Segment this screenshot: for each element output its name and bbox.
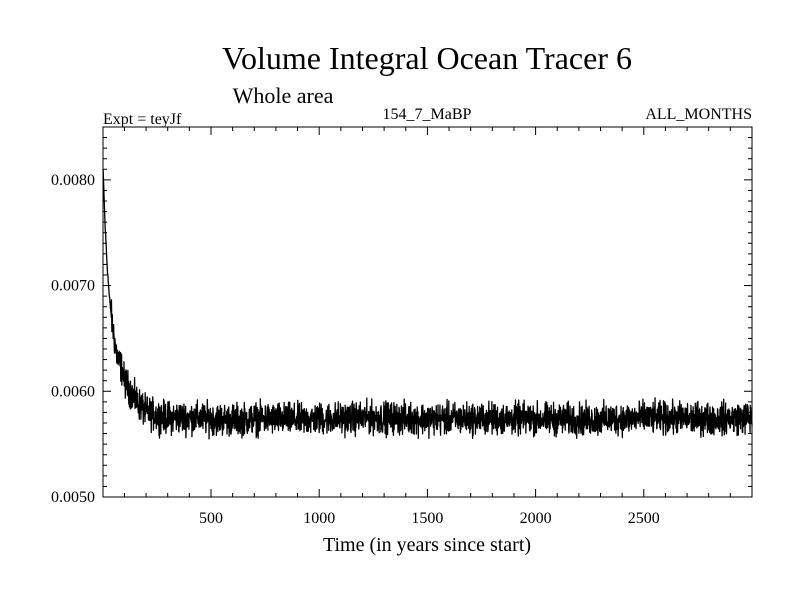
x-tick-label: 500 [199, 510, 223, 527]
experiment-label: Expt = teyJf [103, 111, 182, 128]
x-axis-label: Time (in years since start) [323, 534, 531, 556]
y-tick-label: 0.0060 [51, 383, 95, 400]
x-axis: 500 1000 1500 2000 2500 [123, 127, 731, 527]
y-tick-label: 0.0080 [51, 172, 95, 189]
series-layer [102, 168, 753, 440]
x-tick-label: 2500 [628, 510, 660, 527]
period-label: ALL_MONTHS [645, 106, 752, 123]
x-tick-label: 1500 [411, 510, 443, 527]
plot-frame [102, 126, 753, 498]
series-line [102, 168, 753, 440]
chart-subtitle: Whole area [233, 83, 334, 108]
chart-title: Volume Integral Ocean Tracer 6 [222, 40, 632, 76]
x-tick-label: 1000 [303, 510, 335, 527]
x-tick-label: 2000 [520, 510, 552, 527]
y-tick-label: 0.0070 [51, 278, 95, 295]
run-label: 154_7_MaBP [383, 106, 472, 123]
y-tick-label: 0.0050 [51, 489, 95, 506]
y-axis: 0.0050 0.0060 0.0070 0.0080 [51, 137, 752, 506]
